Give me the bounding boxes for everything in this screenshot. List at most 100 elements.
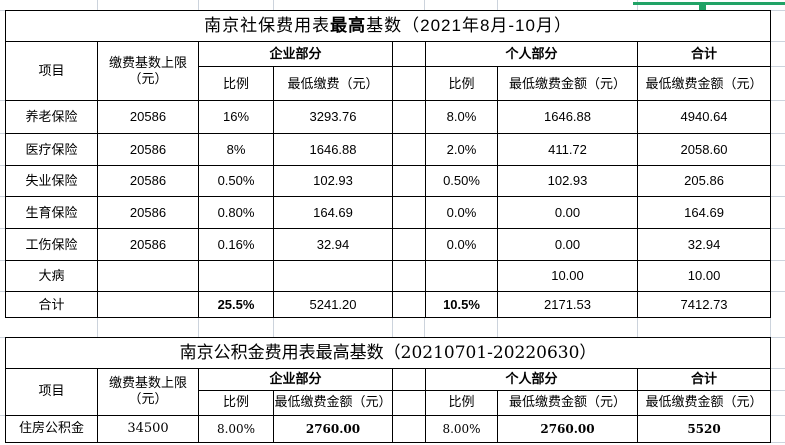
header-total[interactable]: 合计 <box>636 368 772 391</box>
header-total[interactable]: 合计 <box>636 41 772 67</box>
empty-cell[interactable] <box>392 260 426 292</box>
cell-ent-min[interactable]: 3293.76 <box>273 100 393 134</box>
gridline <box>770 368 785 369</box>
cell-per-min[interactable]: 0.00 <box>497 196 638 229</box>
gridline <box>198 317 199 337</box>
cell-base[interactable]: 20586 <box>97 228 199 261</box>
cell-total[interactable]: 10.00 <box>636 260 772 292</box>
cell-base[interactable]: 20586 <box>97 133 199 166</box>
cell-base[interactable] <box>97 291 199 318</box>
row-label[interactable]: 工伤保险 <box>5 228 98 261</box>
cell-ent-ratio[interactable]: 16% <box>198 100 274 134</box>
cell-total[interactable]: 205.86 <box>636 165 772 197</box>
gridline <box>0 100 5 101</box>
cell-ent-ratio[interactable]: 8.00% <box>198 415 274 443</box>
gridline <box>424 317 425 337</box>
selection-border[interactable] <box>633 2 785 5</box>
row-label[interactable]: 合计 <box>5 291 98 318</box>
cell-per-ratio[interactable]: 8.00% <box>425 415 498 443</box>
cell-ent-min[interactable] <box>273 260 393 292</box>
gridline <box>497 0 498 10</box>
cell-total[interactable]: 4940.64 <box>636 100 772 134</box>
cell-per-min[interactable]: 102.93 <box>497 165 638 197</box>
cell-total[interactable]: 7412.73 <box>636 291 772 318</box>
empty-cell[interactable] <box>392 368 426 391</box>
header-ratio[interactable]: 比例 <box>425 390 498 416</box>
cell-per-min[interactable]: 0.00 <box>497 228 638 261</box>
row-label[interactable]: 失业保险 <box>5 165 98 197</box>
cell-ent-min[interactable]: 164.69 <box>273 196 393 229</box>
cell-base[interactable]: 34500 <box>97 415 199 443</box>
cell-base[interactable]: 20586 <box>97 100 199 134</box>
header-min-amount[interactable]: 最低缴费金额（元） <box>636 66 772 101</box>
cell-ent-ratio[interactable]: 0.80% <box>198 196 274 229</box>
empty-cell[interactable] <box>392 66 426 101</box>
cell-per-min[interactable]: 2171.53 <box>497 291 638 318</box>
header-min-amount[interactable]: 最低缴费金额（元） <box>636 390 772 416</box>
cell-per-ratio[interactable]: 0.0% <box>425 228 498 261</box>
empty-cell[interactable] <box>392 41 426 67</box>
header-base-cap[interactable]: 缴费基数上限 （元） <box>97 368 199 416</box>
row-label[interactable]: 医疗保险 <box>5 133 98 166</box>
cell-total[interactable]: 2058.60 <box>636 133 772 166</box>
cell-per-ratio[interactable]: 0.0% <box>425 196 498 229</box>
cell-base[interactable] <box>97 260 199 292</box>
cell-ent-ratio[interactable]: 0.50% <box>198 165 274 197</box>
gridline <box>424 0 425 10</box>
empty-cell[interactable] <box>392 291 426 318</box>
cell-per-ratio[interactable] <box>425 260 498 292</box>
cell-per-ratio[interactable]: 2.0% <box>425 133 498 166</box>
row-label[interactable]: 生育保险 <box>5 196 98 229</box>
empty-cell[interactable] <box>392 196 426 229</box>
header-ratio[interactable]: 比例 <box>198 66 274 101</box>
header-enterprise[interactable]: 企业部分 <box>198 41 393 67</box>
table1-title[interactable]: 南京社保费用表最高基数（2021年8月-10月） <box>4 10 772 42</box>
cell-ent-ratio[interactable]: 25.5% <box>198 291 274 318</box>
cell-per-min[interactable]: 10.00 <box>497 260 638 292</box>
empty-cell[interactable] <box>392 165 426 197</box>
cell-per-min[interactable]: 1646.88 <box>497 100 638 134</box>
cell-base[interactable]: 20586 <box>97 196 199 229</box>
header-enterprise[interactable]: 企业部分 <box>198 368 393 391</box>
cell-ent-min[interactable]: 32.94 <box>273 228 393 261</box>
row-label[interactable]: 住房公积金 <box>5 415 98 443</box>
header-ratio[interactable]: 比例 <box>198 390 274 416</box>
empty-cell[interactable] <box>392 228 426 261</box>
table2-title[interactable]: 南京公积金费用表最高基数（20210701-20220630） <box>4 337 772 369</box>
header-personal[interactable]: 个人部分 <box>425 368 638 391</box>
header-personal[interactable]: 个人部分 <box>425 41 638 67</box>
cell-ent-ratio[interactable]: 0.16% <box>198 228 274 261</box>
cell-per-ratio[interactable]: 0.50% <box>425 165 498 197</box>
cell-total[interactable]: 164.69 <box>636 196 772 229</box>
cell-ent-min[interactable]: 5241.20 <box>273 291 393 318</box>
cell-per-min[interactable]: 2760.00 <box>497 415 638 443</box>
header-item[interactable]: 项目 <box>5 368 98 416</box>
empty-cell[interactable] <box>392 390 426 416</box>
empty-cell[interactable] <box>392 133 426 166</box>
header-min-amount[interactable]: 最低缴费金额（元） <box>497 390 638 416</box>
header-ratio[interactable]: 比例 <box>425 66 498 101</box>
cell-ent-ratio[interactable]: 8% <box>198 133 274 166</box>
cell-per-min[interactable]: 411.72 <box>497 133 638 166</box>
cell-ent-min[interactable]: 102.93 <box>273 165 393 197</box>
cell-total[interactable]: 5520 <box>636 415 772 443</box>
cell-ent-ratio[interactable] <box>198 260 274 292</box>
group-header-row: 项目 缴费基数上限 （元） 企业部分 个人部分 合计 <box>5 368 772 416</box>
gridline <box>770 317 771 337</box>
header-item[interactable]: 项目 <box>5 41 98 101</box>
header-min-amount[interactable]: 最低缴费金额（元） <box>497 66 638 101</box>
cell-per-ratio[interactable]: 10.5% <box>425 291 498 318</box>
header-min-amount[interactable]: 最低缴费金额（元） <box>273 390 393 416</box>
cell-ent-min[interactable]: 1646.88 <box>273 133 393 166</box>
row-label[interactable]: 养老保险 <box>5 100 98 134</box>
row-label[interactable]: 大病 <box>5 260 98 292</box>
header-min-pay[interactable]: 最低缴费（元） <box>273 66 393 101</box>
empty-cell[interactable] <box>392 100 426 134</box>
cell-ent-min[interactable]: 2760.00 <box>273 415 393 443</box>
header-base-cap[interactable]: 缴费基数上限 （元） <box>97 41 199 101</box>
cell-base[interactable]: 20586 <box>97 165 199 197</box>
cell-total[interactable]: 32.94 <box>636 228 772 261</box>
empty-cell[interactable] <box>392 415 426 443</box>
gridline <box>770 66 785 67</box>
cell-per-ratio[interactable]: 8.0% <box>425 100 498 134</box>
